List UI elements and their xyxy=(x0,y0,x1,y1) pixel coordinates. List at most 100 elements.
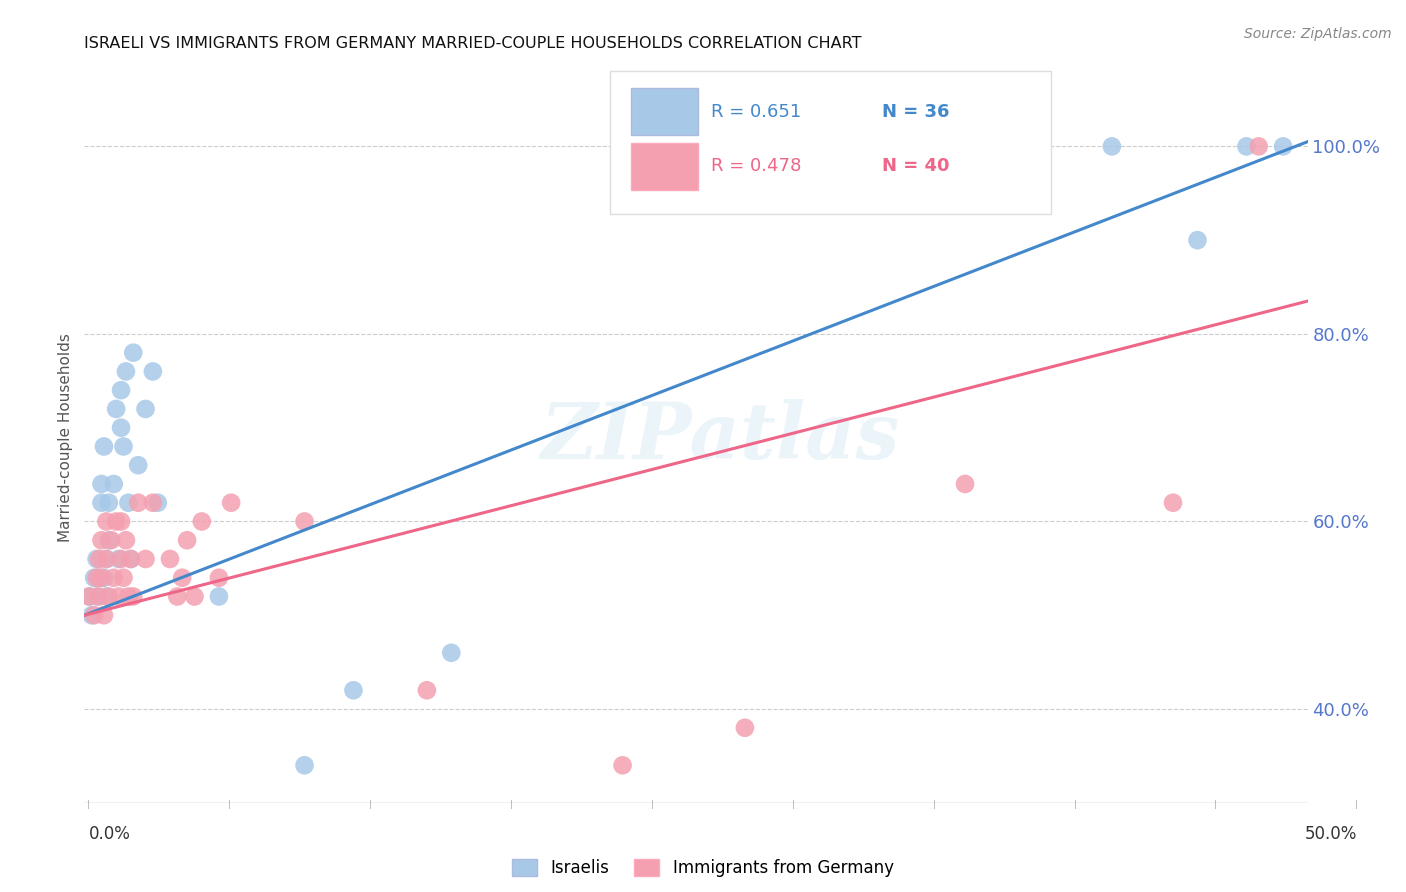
Point xyxy=(115,533,138,548)
Point xyxy=(159,552,181,566)
Point xyxy=(77,590,100,604)
Point xyxy=(103,477,125,491)
Point xyxy=(100,533,122,548)
Legend: Israelis, Immigrants from Germany: Israelis, Immigrants from Germany xyxy=(506,852,900,884)
Point xyxy=(1101,139,1123,153)
Point xyxy=(127,458,149,473)
Point xyxy=(294,758,316,772)
Text: ISRAELI VS IMMIGRANTS FROM GERMANY MARRIED-COUPLE HOUSEHOLDS CORRELATION CHART: ISRAELI VS IMMIGRANTS FROM GERMANY MARRI… xyxy=(84,36,862,51)
Point xyxy=(612,758,634,772)
Point xyxy=(1161,496,1184,510)
Text: 0.0%: 0.0% xyxy=(89,825,131,843)
Point xyxy=(90,477,112,491)
Point xyxy=(83,608,105,623)
Point xyxy=(146,496,169,510)
Text: |: | xyxy=(1215,800,1218,809)
Text: |: | xyxy=(368,800,371,809)
Y-axis label: Married-couple Households: Married-couple Households xyxy=(58,333,73,541)
Point xyxy=(208,590,231,604)
Point xyxy=(142,364,165,378)
Text: R = 0.651: R = 0.651 xyxy=(710,103,801,120)
Text: |: | xyxy=(651,800,654,809)
Point xyxy=(93,440,115,454)
Point xyxy=(122,590,145,604)
Text: |: | xyxy=(1074,800,1077,809)
Text: |: | xyxy=(792,800,794,809)
Point xyxy=(77,590,100,604)
Point xyxy=(166,590,188,604)
Point xyxy=(176,533,198,548)
Point xyxy=(83,571,105,585)
Point xyxy=(1272,139,1295,153)
Point xyxy=(219,496,242,510)
Point xyxy=(107,590,129,604)
Point xyxy=(115,364,138,378)
Point xyxy=(107,552,129,566)
Point xyxy=(97,590,120,604)
Point xyxy=(416,683,439,698)
Point xyxy=(86,571,108,585)
Text: N = 40: N = 40 xyxy=(882,158,949,176)
Point xyxy=(105,515,128,529)
Point xyxy=(110,515,132,529)
Point xyxy=(117,590,139,604)
Point xyxy=(96,552,118,566)
Point xyxy=(142,496,165,510)
Point xyxy=(90,571,112,585)
Point xyxy=(80,608,103,623)
Text: |: | xyxy=(87,800,90,809)
Point xyxy=(127,496,149,510)
Point xyxy=(110,552,132,566)
FancyBboxPatch shape xyxy=(610,71,1050,214)
Text: |: | xyxy=(1355,800,1358,809)
Point xyxy=(87,590,110,604)
Point xyxy=(208,571,231,585)
Point xyxy=(342,683,364,698)
Point xyxy=(122,345,145,359)
Text: Source: ZipAtlas.com: Source: ZipAtlas.com xyxy=(1244,27,1392,41)
Point xyxy=(86,552,108,566)
Point xyxy=(110,420,132,434)
Point xyxy=(86,590,108,604)
Point xyxy=(90,533,112,548)
Point xyxy=(191,515,214,529)
Point xyxy=(90,496,112,510)
Text: |: | xyxy=(932,800,935,809)
Point xyxy=(183,590,205,604)
Point xyxy=(110,383,132,397)
Point xyxy=(1247,139,1270,153)
Point xyxy=(294,515,316,529)
Point xyxy=(172,571,194,585)
Text: 50.0%: 50.0% xyxy=(1305,825,1357,843)
Point xyxy=(1236,139,1258,153)
Point xyxy=(135,552,157,566)
Point xyxy=(87,571,110,585)
Point xyxy=(120,552,142,566)
Point xyxy=(440,646,463,660)
Point xyxy=(96,552,118,566)
Text: |: | xyxy=(510,800,513,809)
FancyBboxPatch shape xyxy=(631,87,699,136)
Point xyxy=(135,401,157,416)
Text: N = 36: N = 36 xyxy=(882,103,949,120)
Point xyxy=(96,590,118,604)
Point xyxy=(93,608,115,623)
Point xyxy=(97,496,120,510)
Point xyxy=(103,571,125,585)
Point xyxy=(93,571,115,585)
FancyBboxPatch shape xyxy=(631,143,699,190)
Point xyxy=(87,552,110,566)
Point xyxy=(96,515,118,529)
Text: ZIPatlas: ZIPatlas xyxy=(541,399,900,475)
Point xyxy=(1187,233,1209,247)
Point xyxy=(953,477,976,491)
Point xyxy=(120,552,142,566)
Point xyxy=(105,401,128,416)
Point xyxy=(97,533,120,548)
Point xyxy=(117,496,139,510)
Point xyxy=(112,440,135,454)
Text: |: | xyxy=(228,800,231,809)
Text: R = 0.478: R = 0.478 xyxy=(710,158,801,176)
Point xyxy=(734,721,756,735)
Point xyxy=(112,571,135,585)
